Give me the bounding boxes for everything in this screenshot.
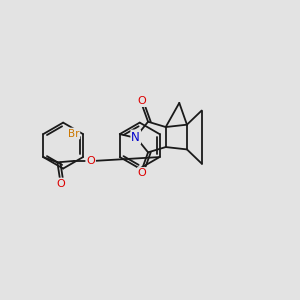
Text: O: O [138, 168, 147, 178]
Text: O: O [138, 96, 147, 106]
Text: O: O [86, 156, 95, 166]
Text: O: O [57, 178, 66, 189]
Text: Br: Br [68, 128, 80, 139]
Text: N: N [131, 130, 140, 143]
